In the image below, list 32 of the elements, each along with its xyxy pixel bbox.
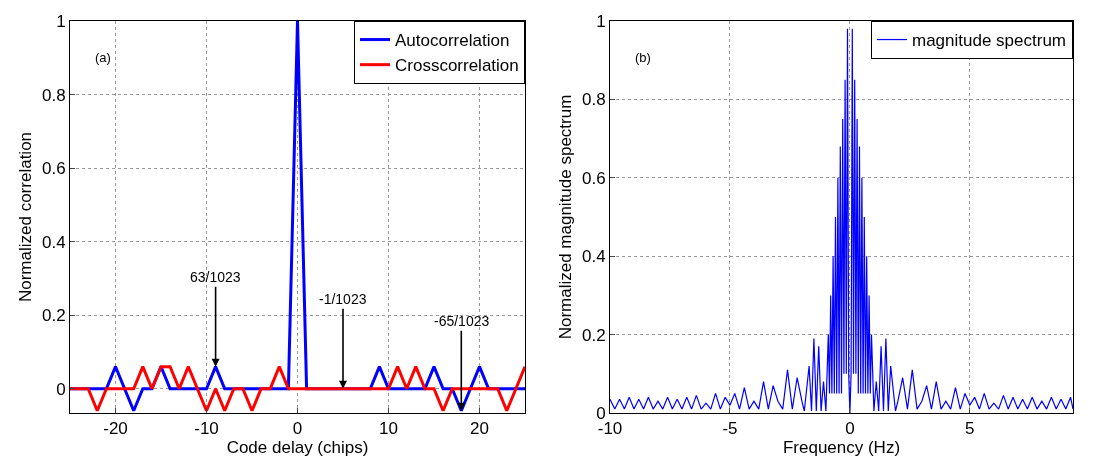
- x-tick-label: -20: [103, 419, 128, 439]
- y-tick-label: 0.8: [581, 90, 606, 110]
- annotation: (a): [95, 50, 111, 65]
- y-tick-label: 0: [56, 379, 66, 399]
- x-tick-label: -10: [194, 419, 219, 439]
- x-tick-label: -5: [722, 419, 738, 439]
- y-tick-label: 0.4: [41, 232, 66, 252]
- annotation: 63/1023: [190, 269, 241, 285]
- x-axis-title: Code delay (chips): [226, 438, 369, 458]
- y-axis-title: Normalized magnitude spectrum: [555, 94, 575, 340]
- annotation: (b): [635, 50, 651, 65]
- y-tick-label: 0.8: [41, 85, 66, 105]
- x-tick-label: 5: [965, 419, 975, 439]
- x-axis-title: Frequency (Hz): [782, 438, 901, 458]
- annotation: -65/1023: [434, 313, 490, 329]
- legend-label: Crosscorrelation: [395, 56, 519, 76]
- y-tick-label: 1: [56, 11, 66, 31]
- x-tick-label: 0: [292, 419, 303, 439]
- line-series: [610, 28, 1073, 413]
- y-axis-title: Normalized correlation: [15, 131, 35, 303]
- y-tick-label: 0.2: [581, 325, 606, 345]
- x-tick-label: 20: [470, 419, 489, 439]
- x-tick-label: 10: [379, 419, 398, 439]
- legend-label: Autocorrelation: [395, 31, 510, 51]
- annotation: -1/1023: [319, 291, 367, 307]
- y-tick-label: 0.4: [581, 247, 606, 267]
- y-tick-label: 0.6: [581, 168, 606, 188]
- legend-label: magnitude spectrum: [912, 31, 1067, 51]
- y-tick-label: 0.6: [41, 159, 66, 179]
- y-tick-label: 1: [596, 11, 606, 31]
- x-tick-label: 0: [845, 419, 855, 439]
- y-tick-label: 0.2: [41, 306, 66, 326]
